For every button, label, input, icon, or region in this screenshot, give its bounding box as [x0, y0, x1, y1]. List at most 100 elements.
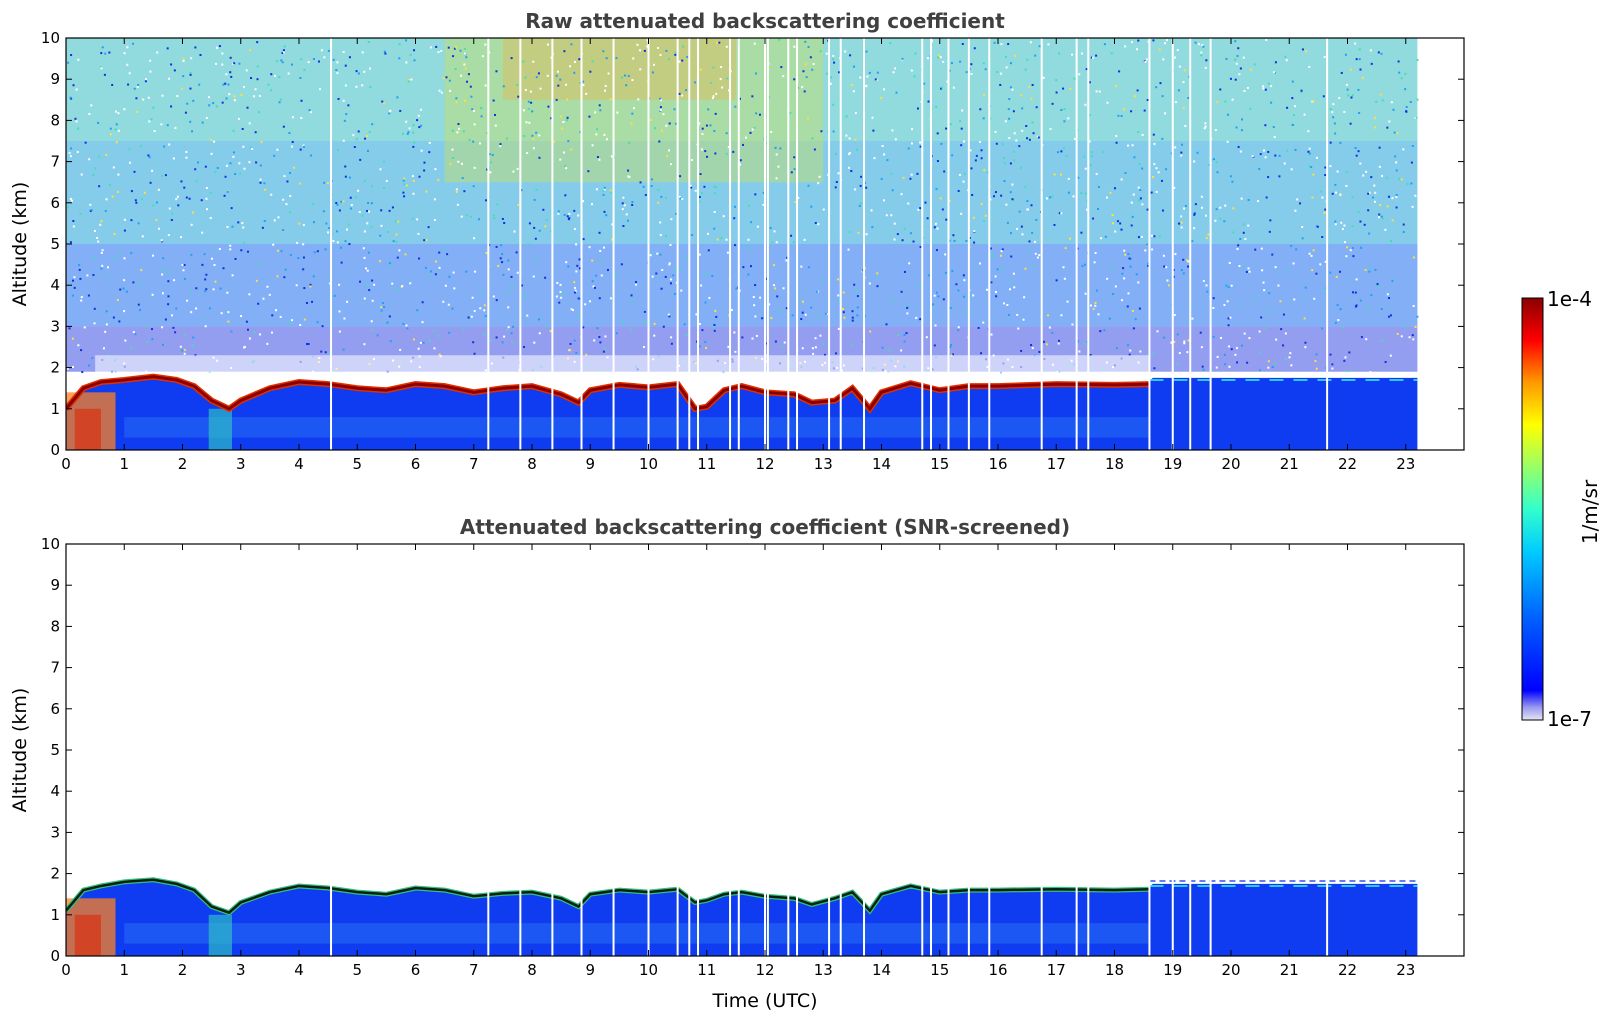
noise-speck [1227, 317, 1230, 320]
x-tick-label: 13 [814, 455, 833, 473]
noise-speck [555, 295, 558, 298]
noise-speck [326, 181, 329, 184]
noise-speck [380, 306, 383, 309]
noise-speck [538, 229, 541, 232]
noise-speck [226, 291, 229, 294]
noise-speck [1077, 340, 1080, 343]
noise-speck [1071, 53, 1074, 56]
noise-speck [412, 338, 415, 341]
noise-speck [941, 208, 944, 211]
noise-speck [463, 47, 466, 50]
noise-speck [575, 270, 578, 273]
noise-speck [560, 127, 563, 130]
y-axis-label-screened: Altitude (km) [9, 688, 31, 813]
noise-speck [438, 251, 441, 254]
noise-speck [655, 272, 658, 275]
noise-speck [990, 253, 993, 256]
noise-speck [506, 328, 509, 331]
noise-speck [96, 236, 99, 239]
noise-speck [282, 49, 285, 52]
noise-speck [1265, 196, 1268, 199]
noise-speck [1414, 325, 1417, 328]
noise-speck [1205, 236, 1208, 239]
noise-speck [100, 267, 103, 270]
noise-speck [918, 284, 921, 287]
noise-speck [826, 72, 829, 75]
noise-speck [905, 304, 908, 307]
noise-speck [848, 153, 851, 156]
x-tick-label: 20 [1221, 455, 1240, 473]
noise-speck [734, 244, 737, 247]
noise-speck [810, 306, 813, 309]
noise-speck [888, 349, 891, 352]
noise-speck [1228, 262, 1231, 265]
noise-speck [584, 303, 587, 306]
noise-speck [1008, 136, 1011, 139]
noise-speck [344, 240, 347, 243]
noise-speck [845, 115, 848, 118]
noise-speck [295, 284, 298, 287]
noise-speck [1384, 228, 1387, 231]
x-tick-label: 18 [1105, 961, 1124, 979]
noise-speck [1339, 308, 1342, 311]
noise-speck [152, 254, 155, 257]
noise-speck [642, 185, 645, 188]
noise-speck [1034, 54, 1037, 57]
noise-speck [1248, 270, 1251, 273]
noise-speck [833, 61, 836, 64]
noise-speck [657, 46, 660, 49]
noise-speck [255, 279, 258, 282]
noise-speck [951, 269, 954, 272]
noise-speck [1153, 142, 1156, 145]
noise-speck [502, 273, 505, 276]
noise-speck [405, 120, 408, 123]
noise-speck [192, 99, 195, 102]
noise-speck [370, 320, 373, 323]
noise-speck [638, 49, 641, 52]
noise-speck [1028, 85, 1031, 88]
noise-speck [1278, 175, 1281, 178]
noise-speck [1115, 134, 1118, 137]
noise-speck [418, 126, 421, 129]
noise-speck [958, 173, 961, 176]
noise-speck [811, 68, 814, 71]
noise-speck [727, 345, 730, 348]
noise-speck [1267, 176, 1270, 179]
noise-speck [216, 166, 219, 169]
noise-speck [939, 56, 942, 59]
noise-speck [213, 140, 216, 143]
noise-speck [1231, 180, 1234, 183]
noise-speck [1200, 346, 1203, 349]
noise-speck [215, 62, 218, 65]
noise-speck [77, 344, 80, 347]
noise-speck [355, 85, 358, 88]
noise-speck [495, 245, 498, 248]
noise-speck [1003, 302, 1006, 305]
noise-speck [513, 230, 516, 233]
noise-speck [135, 97, 138, 100]
noise-speck [1008, 117, 1011, 120]
noise-speck [1278, 154, 1281, 157]
noise-speck [592, 285, 595, 288]
noise-speck [758, 113, 761, 116]
noise-speck [328, 352, 331, 355]
noise-speck [98, 185, 101, 188]
noise-speck [657, 201, 660, 204]
noise-speck [957, 189, 960, 192]
noise-speck [596, 327, 599, 330]
noise-speck [428, 339, 431, 342]
noise-speck [276, 60, 279, 63]
noise-speck [1331, 111, 1334, 114]
noise-speck [759, 296, 762, 299]
noise-speck [1292, 123, 1295, 126]
noise-speck [933, 226, 936, 229]
noise-speck [686, 55, 689, 58]
noise-speck [769, 227, 772, 230]
noise-speck [1351, 196, 1354, 199]
noise-speck [242, 145, 245, 148]
noise-speck [1324, 208, 1327, 211]
noise-speck [1180, 221, 1183, 224]
noise-speck [533, 198, 536, 201]
noise-speck [1187, 339, 1190, 342]
noise-speck [1047, 314, 1050, 317]
